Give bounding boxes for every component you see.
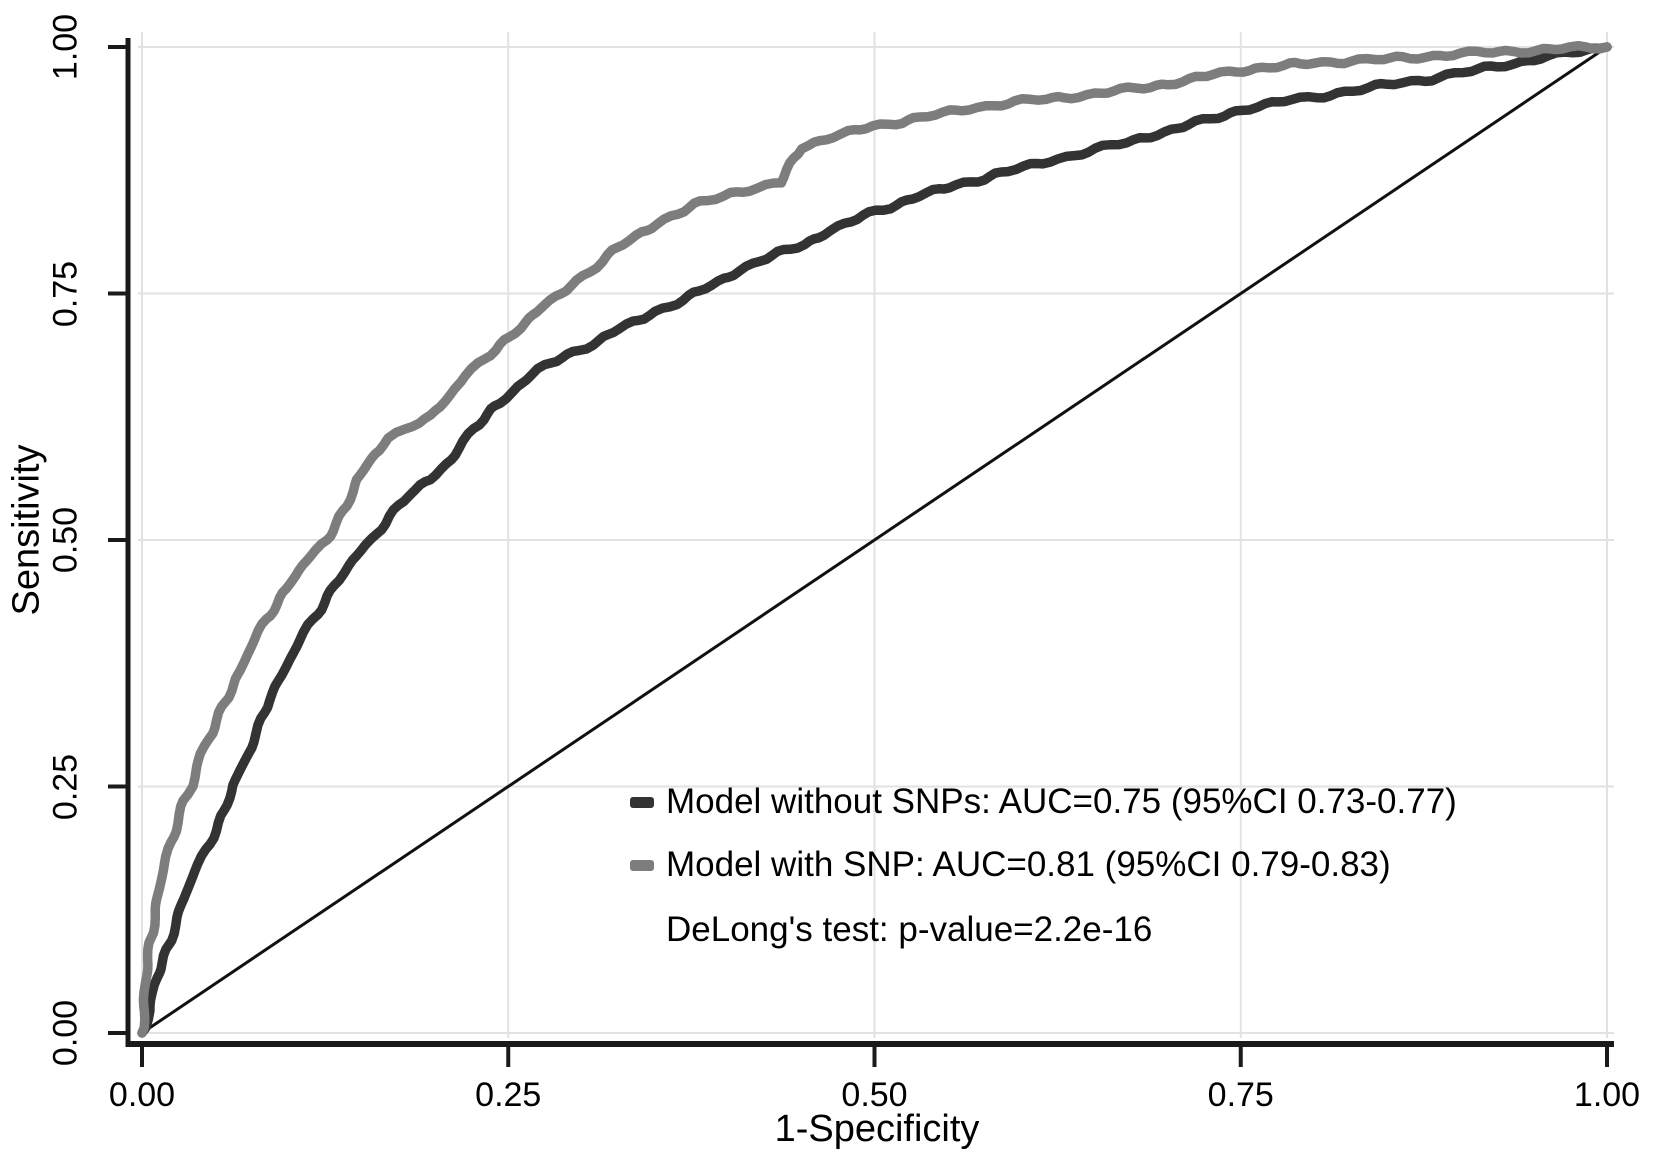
legend-row-model-with-snp: Model with SNP: AUC=0.81 (95%CI 0.79-0.8…	[630, 844, 1391, 886]
x-tick-label: 0.25	[475, 1076, 542, 1114]
x-tick-label: 0.75	[1207, 1076, 1274, 1114]
legend-label-model-with-snp: Model with SNP: AUC=0.81 (95%CI 0.79-0.8…	[666, 845, 1391, 884]
x-tick-label: 0.00	[108, 1076, 176, 1114]
y-axis-title: Sensitivity	[5, 444, 48, 616]
x-tick-label: 0.50	[841, 1076, 908, 1114]
legend-swatch-model-with-snp	[630, 859, 654, 871]
y-tick-label: 0.75	[46, 260, 85, 327]
y-tick-label: 0.00	[46, 999, 85, 1067]
annotation-delong-text: DeLong's test: p-value=2.2e-16	[666, 910, 1153, 949]
annotation-delong-test: DeLong's test: p-value=2.2e-16	[666, 909, 1152, 951]
legend-row-model-without-snps: Model without SNPs: AUC=0.75 (95%CI 0.73…	[630, 781, 1457, 823]
legend-label-model-without-snps: Model without SNPs: AUC=0.75 (95%CI 0.73…	[666, 782, 1457, 821]
legend-swatch-model-without-snps	[630, 796, 654, 808]
roc-curve-model-with-snp	[137, 40, 1612, 1038]
roc-curve-model-without-snps	[137, 42, 1612, 1038]
y-tick-label: 0.50	[46, 506, 85, 574]
reference-diagonal	[141, 45, 1608, 1035]
x-tick-label: 1.00	[1573, 1076, 1641, 1114]
x-axis-title: 1-Specificity	[774, 1108, 980, 1150]
y-tick-label: 1.00	[46, 13, 85, 81]
y-tick-label: 0.25	[46, 753, 85, 820]
